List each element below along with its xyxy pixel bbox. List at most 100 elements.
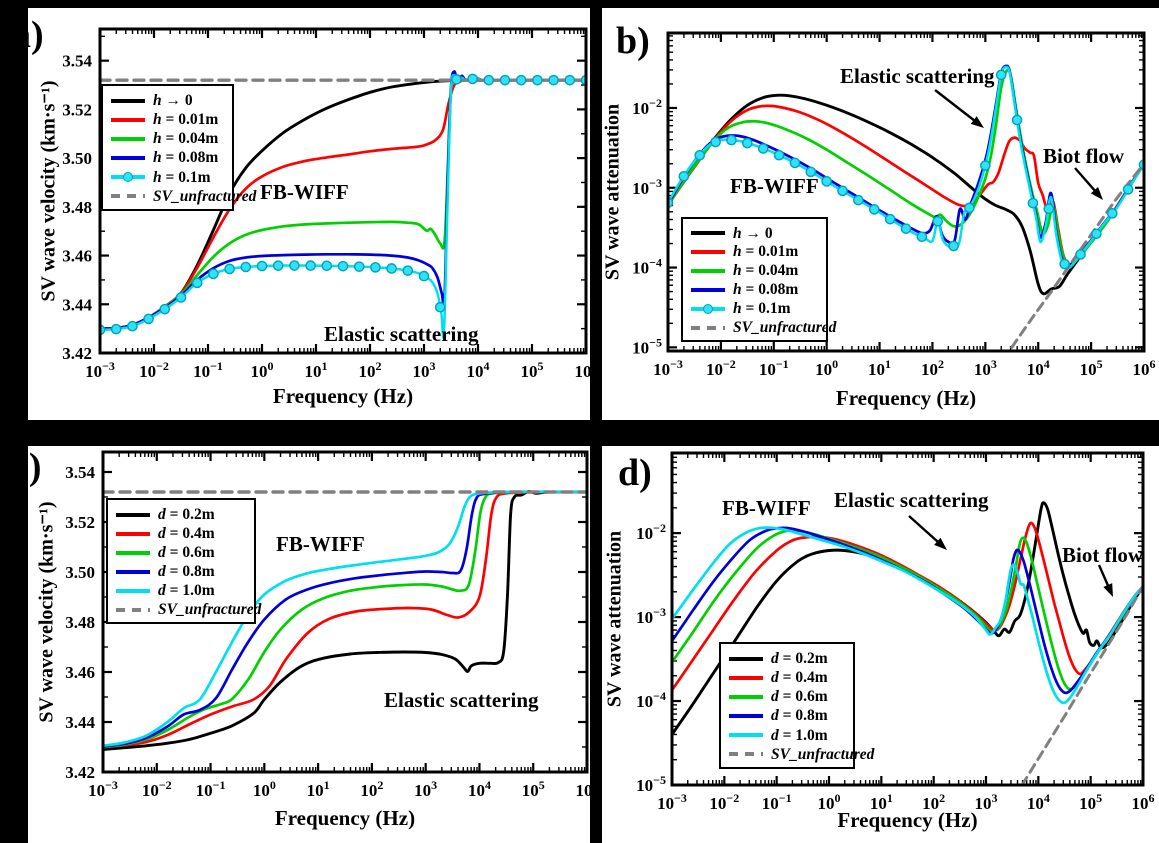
legend-entry-label: d = 1.0m [158, 581, 215, 599]
line-sample [729, 675, 763, 680]
line-sample [111, 156, 145, 161]
svg-text:101: 101 [305, 359, 328, 381]
chart-a-plot: 10−310−210−11001011021031041051063.423.4… [62, 27, 590, 381]
svg-text:3.52: 3.52 [65, 513, 95, 532]
legend-entry-d-5: SV_unfractured [729, 745, 874, 764]
panel-d-y-axis-title: SV wave attenuation [603, 530, 626, 708]
legend-entry-label: SV_unfractured [771, 745, 875, 763]
panel-a-label: a) [28, 14, 44, 56]
legend-entry-a-3: h = 0.08m [111, 149, 226, 168]
legend-entry-label: d = 0.6m [158, 543, 215, 561]
annotation-fb-wiff-c: FB-WIFF [276, 532, 365, 556]
svg-text:102: 102 [921, 357, 944, 379]
line-sample [111, 117, 145, 122]
legend-entry-label: h = 0.04m [733, 262, 799, 280]
legend-entry-label: SV_unfractured [153, 187, 257, 205]
legend-entry-a-5: SV_unfractured [111, 187, 256, 206]
svg-text:104: 104 [1027, 357, 1050, 379]
legend-entry-b-2: h = 0.04m [691, 262, 820, 281]
line-sample [111, 136, 145, 141]
svg-text:100: 100 [251, 359, 274, 381]
panel-c: 10−310−210−11001011021031041051063.423.4… [28, 446, 590, 843]
panel-d-x-axis-title: Frequency (Hz) [837, 808, 978, 832]
svg-text:3.46: 3.46 [62, 247, 92, 266]
legend-entry-d-3: d = 0.8m [729, 707, 847, 726]
annotation-elastic-scattering-c: Elastic scattering [384, 688, 539, 712]
panel-d: 10−3 10−2 10−1 100 101 102 103 104 105 106 10−5 10−… [602, 446, 1159, 843]
legend-entry-label: d = 0.8m [158, 562, 215, 580]
legend-entry-c-2: d = 0.6m [116, 543, 248, 562]
legend-entry-label: h = 0.08m [153, 149, 219, 167]
legend-entry-label: h = 0.1m [153, 168, 211, 186]
svg-text:106: 106 [1133, 357, 1156, 379]
legend-entry-label: d = 0.2m [158, 505, 215, 523]
line-sample [729, 714, 763, 719]
svg-text:3.54: 3.54 [62, 52, 92, 71]
legend-entry-d-0: d = 0.2m [729, 649, 847, 668]
svg-text:100: 100 [815, 357, 838, 379]
svg-text:101: 101 [868, 357, 891, 379]
svg-text:10−2: 10−2 [636, 521, 666, 543]
legend-entry-label: d = 0.6m [771, 688, 828, 706]
svg-text:10−3: 10−3 [632, 176, 662, 198]
svg-text:3.50: 3.50 [65, 563, 95, 582]
legend-entry-a-1: h = 0.01m [111, 110, 226, 129]
svg-text:10−3: 10−3 [653, 357, 683, 379]
svg-text:102: 102 [359, 359, 382, 381]
legend-entry-d-4: d = 1.0m [729, 726, 847, 745]
svg-text:10−5: 10−5 [636, 773, 666, 795]
legend-entry-label: d = 0.4m [771, 669, 828, 686]
line-sample [691, 269, 725, 274]
legend-a: h → 0 h = 0.01m h = 0.04m h = 0.08m h = 0.1m… [101, 84, 256, 211]
svg-text:3.42: 3.42 [65, 763, 95, 782]
line-sample [691, 250, 725, 255]
legend-entry-b-1: h = 0.01m [691, 243, 820, 262]
svg-text:10−1: 10−1 [196, 778, 226, 800]
svg-text:105: 105 [521, 359, 544, 381]
panel-d-label: d) [618, 452, 652, 494]
annotation-fb-wiff-b: FB-WIFF [730, 174, 819, 198]
annotation-elastic-scattering-d: Elastic scattering [834, 488, 989, 512]
line-sample [729, 733, 763, 738]
svg-text:10−4: 10−4 [632, 256, 662, 278]
legend-entry-c-4: d = 1.0m [116, 581, 248, 600]
legend-entry-a-0: h → 0 [111, 91, 226, 110]
svg-text:105: 105 [522, 778, 545, 800]
panel-a: 10−310−210−11001011021031041051063.423.4… [28, 8, 590, 420]
svg-text:102: 102 [360, 778, 383, 800]
chart-d-plot: 10−3 10−2 10−1 100 101 102 103 104 105 10610−510−… [636, 451, 1155, 813]
panel-c-x-axis-title: Frequency (Hz) [274, 806, 416, 830]
line-sample [116, 588, 150, 593]
svg-text:3.50: 3.50 [62, 149, 92, 168]
panel-b-x-axis-title: Frequency (Hz) [835, 386, 977, 410]
svg-text:104: 104 [468, 778, 491, 800]
svg-text:101: 101 [307, 778, 330, 800]
legend-entry-c-0: d = 0.2m [116, 505, 248, 524]
legend-entry-label: d = 0.4m [158, 524, 215, 542]
line-sample [116, 512, 150, 517]
legend-entry-label: h → 0 [153, 91, 193, 109]
chart-b-plot: 10−3 10−2 10−1 100 101 102 103 104 105 10610−510−… [632, 31, 1156, 379]
svg-text:10−2: 10−2 [142, 778, 172, 800]
dashed-line-sample [691, 325, 725, 330]
legend-entry-b-3: h = 0.08m [691, 280, 820, 299]
line-sample [691, 231, 725, 236]
svg-text:3.44: 3.44 [65, 713, 95, 732]
line-sample [116, 550, 150, 555]
legend-entry-label: h = 0.01m [153, 111, 219, 128]
legend-entry-label: h = 0.1m [733, 299, 791, 317]
panel-c-label: c) [28, 446, 42, 488]
svg-text:3.42: 3.42 [62, 344, 92, 363]
legend-entry-d-2: d = 0.6m [729, 687, 847, 706]
line-sample [729, 694, 763, 699]
svg-text:10−2: 10−2 [139, 359, 169, 381]
annotation-fb-wiff-d: FB-WIFF [722, 496, 811, 520]
svg-text:10−1: 10−1 [759, 357, 789, 379]
svg-text:103: 103 [413, 359, 436, 381]
svg-text:3.44: 3.44 [62, 295, 92, 314]
annotation-fb-wiff-a: FB-WIFF [260, 180, 349, 204]
svg-text:10−1: 10−1 [193, 359, 223, 381]
line-sample [111, 98, 145, 103]
svg-text:3.48: 3.48 [62, 198, 92, 217]
